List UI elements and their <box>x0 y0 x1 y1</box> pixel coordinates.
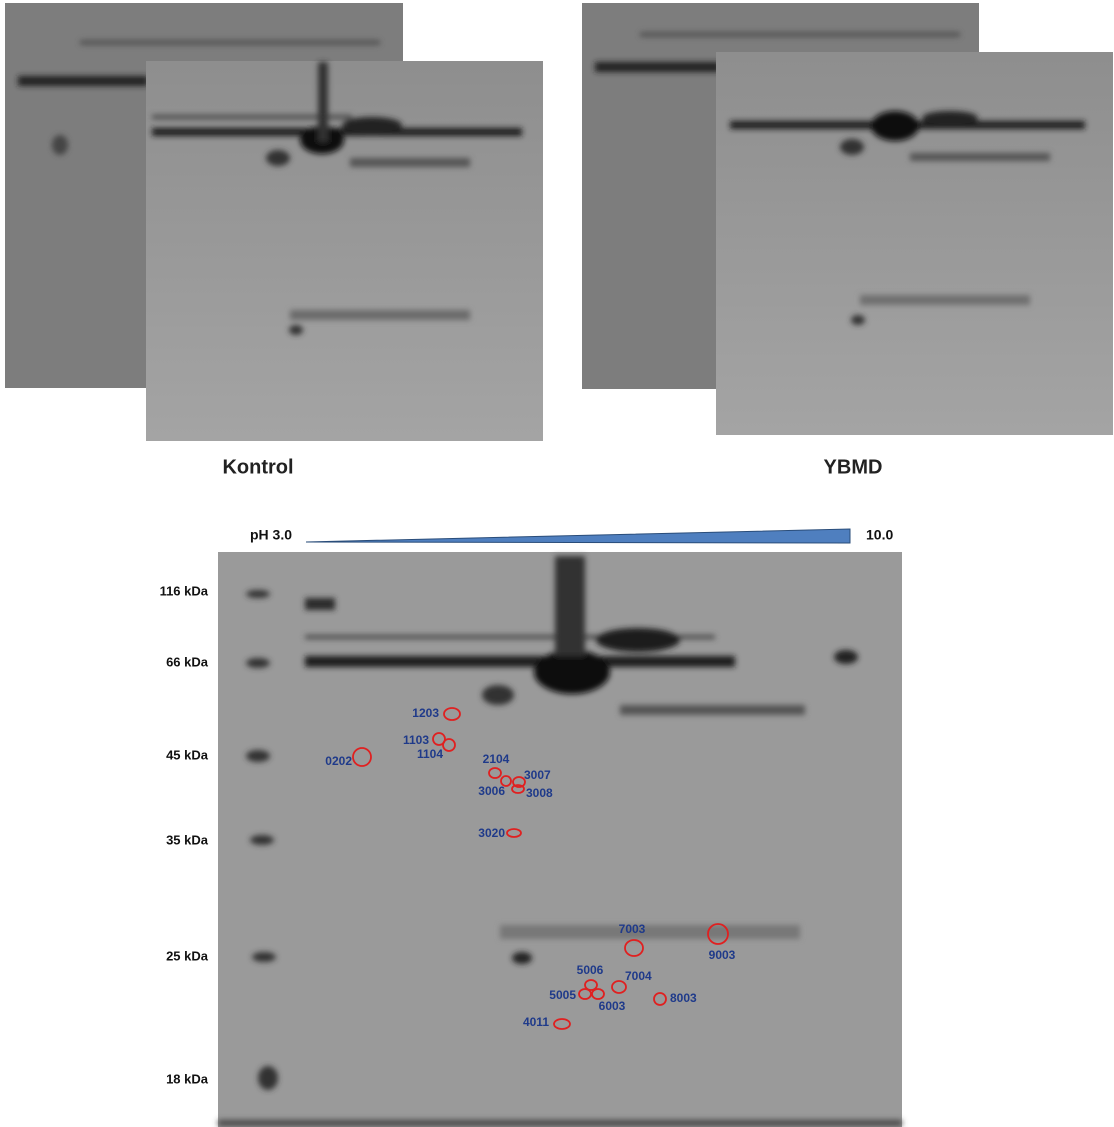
spot-label: 8003 <box>670 991 697 1005</box>
gel-front-bands <box>152 62 522 335</box>
spot-label: 3020 <box>478 826 505 840</box>
caption: Kontrol <box>222 456 293 478</box>
spot-label: 3007 <box>524 768 551 782</box>
ph-gradient <box>305 528 851 544</box>
spot-label: 3008 <box>526 786 553 800</box>
ph-end: 10.0 <box>866 527 893 543</box>
spot-circle <box>553 1018 571 1030</box>
spot-circle <box>432 732 446 746</box>
spot-circle <box>512 776 526 788</box>
spot-circle <box>624 939 644 957</box>
spot-label: 9003 <box>709 948 736 962</box>
spot-label: 2104 <box>483 752 510 766</box>
kda-label: 66 kDa <box>166 654 209 669</box>
spot-label: 7004 <box>625 969 652 983</box>
spot-circle <box>584 979 598 991</box>
gel-back-bands <box>18 40 380 155</box>
main-gel-bands <box>218 556 902 1126</box>
kda-label: 116 kDa <box>160 583 209 598</box>
spot-circle <box>500 775 512 787</box>
ybmd-gels <box>582 3 1113 435</box>
spot-circle <box>578 988 592 1000</box>
spot-circle <box>442 738 456 752</box>
spot-label: 1203 <box>412 706 439 720</box>
ph-start: pH 3.0 <box>250 527 292 543</box>
gel-back-bands <box>595 32 960 72</box>
spot-circle <box>511 784 525 794</box>
spot-circle <box>443 707 461 721</box>
spot-label: 5006 <box>577 963 604 977</box>
spot-circle <box>591 988 605 1000</box>
kda-label: 18 kDa <box>166 1071 209 1086</box>
kda-label: 25 kDa <box>166 948 209 963</box>
caption: YBMD <box>824 456 883 478</box>
spot-label: 3006 <box>478 784 505 798</box>
markers: 116 kDa 66 kDa 45 kDa 35 kDa 25 kDa 18 kDa <box>160 583 209 1086</box>
spot-circle <box>611 980 627 994</box>
kda-label: 35 kDa <box>166 832 209 847</box>
spot-label: 0202 <box>325 754 352 768</box>
spot-label: 7003 <box>619 922 646 936</box>
spot-label: 1104 <box>417 747 443 761</box>
kontrol-gels <box>5 3 543 441</box>
spot-label: 1103 <box>403 733 429 747</box>
gel-front-bands <box>730 111 1085 325</box>
kda-label: 45 kDa <box>166 747 209 762</box>
spot-circle <box>707 923 729 945</box>
spot-label: 4011 <box>523 1015 549 1029</box>
spot-label: 5005 <box>549 988 576 1002</box>
spot-circle <box>352 747 372 767</box>
spot-label: 6003 <box>599 999 626 1013</box>
spot-circle <box>506 828 522 838</box>
spot-circle <box>488 767 502 779</box>
spot-circle <box>653 992 667 1006</box>
gel-front <box>716 52 1113 435</box>
